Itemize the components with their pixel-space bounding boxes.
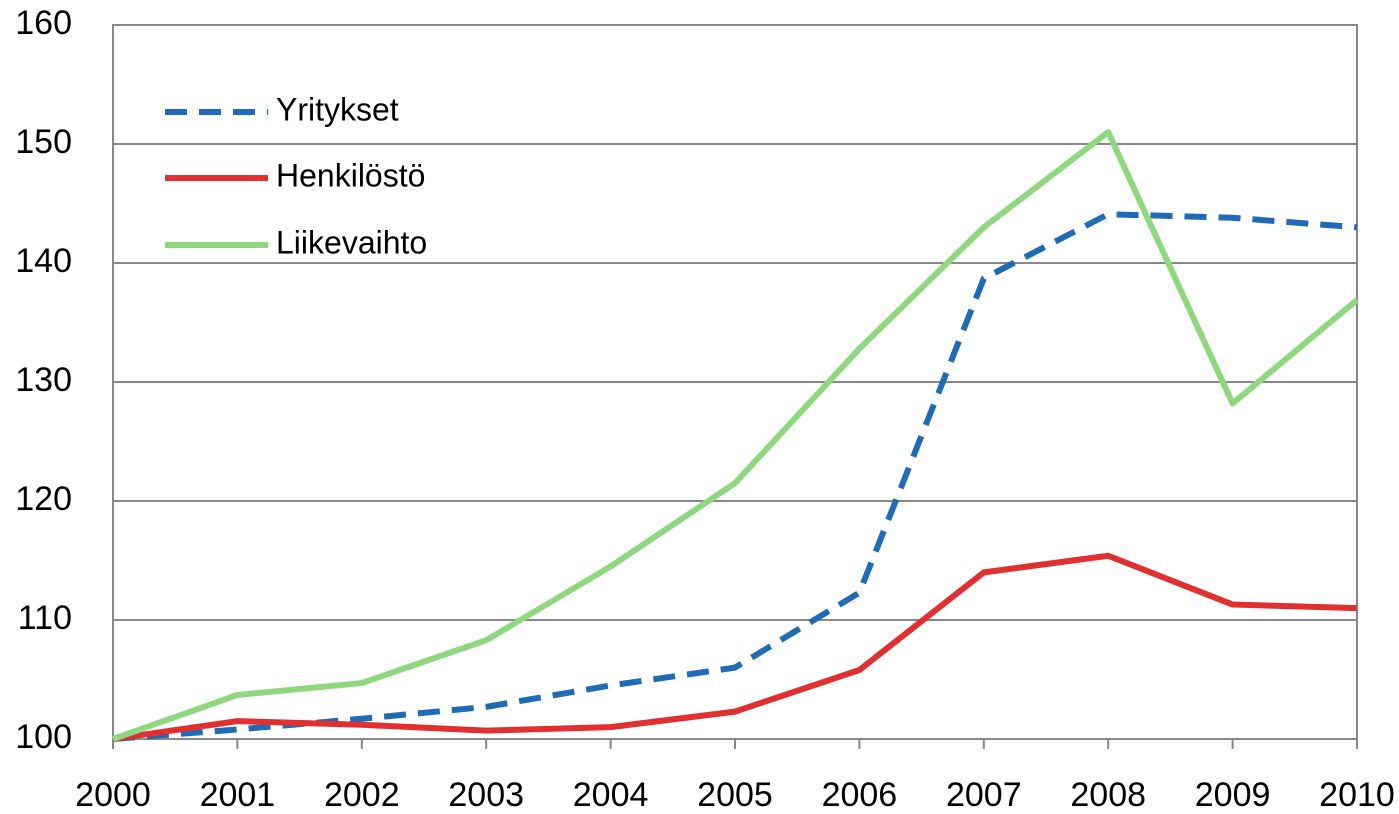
- x-tick-label: 2002: [324, 776, 400, 814]
- x-tick-label: 2007: [946, 776, 1022, 814]
- legend-label: Liikevaihto: [276, 224, 427, 260]
- y-tick-label: 160: [15, 4, 72, 42]
- series-line: [112, 552, 1358, 742]
- x-tick-label: 2001: [200, 776, 276, 814]
- y-tick-label: 130: [15, 361, 72, 399]
- x-tick-label: 2010: [1319, 776, 1395, 814]
- y-tick-label: 110: [18, 599, 72, 637]
- y-tick-label: 100: [15, 718, 72, 756]
- legend-label: Yritykset: [276, 91, 399, 127]
- x-tick-label: 2004: [573, 776, 649, 814]
- y-tick-label: 150: [15, 123, 72, 161]
- x-tick-label: 2005: [697, 776, 773, 814]
- legend-label: Henkilöstö: [276, 157, 425, 193]
- x-tick-label: 2003: [448, 776, 524, 814]
- x-tick-label: 2000: [75, 776, 151, 814]
- series-line: [112, 211, 1358, 742]
- x-tick-label: 2009: [1195, 776, 1271, 814]
- x-tick-label: 2006: [822, 776, 898, 814]
- series-line: [111, 129, 1359, 742]
- y-tick-label: 140: [15, 242, 72, 280]
- y-tick-label: 120: [15, 480, 72, 518]
- x-tick-label: 2008: [1070, 776, 1146, 814]
